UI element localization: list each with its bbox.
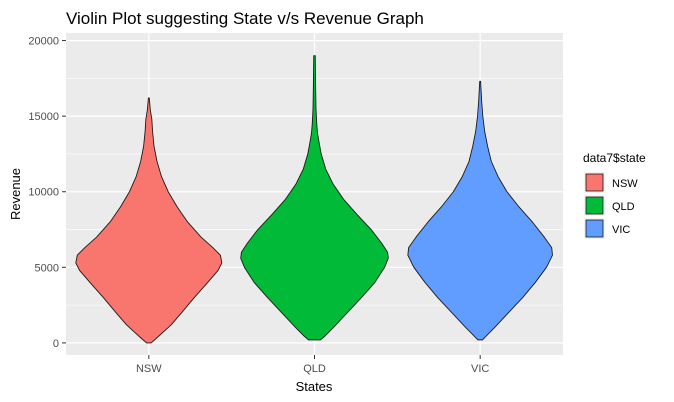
violin-nsw (75, 97, 223, 344)
legend-swatch-vic (585, 219, 604, 238)
violins (75, 55, 553, 344)
legend-label-nsw: NSW (612, 178, 638, 190)
legend: data7$state NSW QLD VIC (583, 151, 646, 239)
legend-swatch-nsw (585, 173, 604, 192)
y-tick-label: 20000 (28, 36, 59, 48)
y-tick-label: 10000 (28, 187, 59, 199)
legend-label-vic: VIC (612, 224, 630, 236)
x-tick-label: QLD (303, 363, 326, 375)
x-axis-title: States (296, 379, 333, 394)
legend-label-qld: QLD (612, 201, 635, 213)
legend-title: data7$state (583, 151, 646, 165)
y-axis: 0 5000 10000 15000 20000 (28, 36, 66, 350)
chart-title: Violin Plot suggesting State v/s Revenue… (66, 9, 424, 28)
y-tick-label: 5000 (35, 262, 59, 274)
x-tick-label: NSW (136, 363, 162, 375)
y-tick-label: 0 (53, 338, 59, 350)
x-tick-label: VIC (471, 363, 489, 375)
y-axis-title: Revenue (8, 168, 23, 220)
violin-vic (407, 80, 553, 341)
y-tick-label: 15000 (28, 111, 59, 123)
violin-qld (240, 55, 389, 341)
x-axis: NSW QLD VIC (136, 355, 489, 375)
legend-swatch-qld (585, 196, 604, 215)
